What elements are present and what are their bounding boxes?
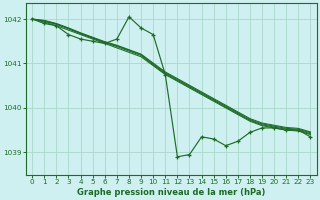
X-axis label: Graphe pression niveau de la mer (hPa): Graphe pression niveau de la mer (hPa) xyxy=(77,188,266,197)
